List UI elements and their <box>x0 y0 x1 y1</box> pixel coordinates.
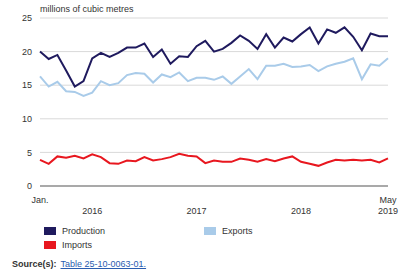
svg-text:2016: 2016 <box>82 206 102 216</box>
svg-text:2017: 2017 <box>187 206 207 216</box>
svg-text:15: 15 <box>22 80 32 90</box>
html-text:millions of cubic metres: millions of cubic metres <box>40 4 134 14</box>
svg-text:2018: 2018 <box>291 206 311 216</box>
svg-text:5: 5 <box>27 148 32 158</box>
svg-text:0: 0 <box>27 181 32 191</box>
html-text:Production: Production <box>62 226 105 236</box>
svg-text:10: 10 <box>22 114 32 124</box>
html-text:Exports: Exports <box>222 226 253 236</box>
svg-text:May: May <box>379 195 392 205</box>
html-text:Source(s): Table 25-10-0063-01: Source(s): Table 25-10-0063-01. <box>12 259 147 269</box>
svg-text:20: 20 <box>22 47 32 57</box>
svg-text:Jan.: Jan. <box>31 195 48 205</box>
svg-text:2019: 2019 <box>378 206 392 216</box>
svg-text:25: 25 <box>22 13 32 23</box>
html-text:Imports: Imports <box>62 240 92 250</box>
